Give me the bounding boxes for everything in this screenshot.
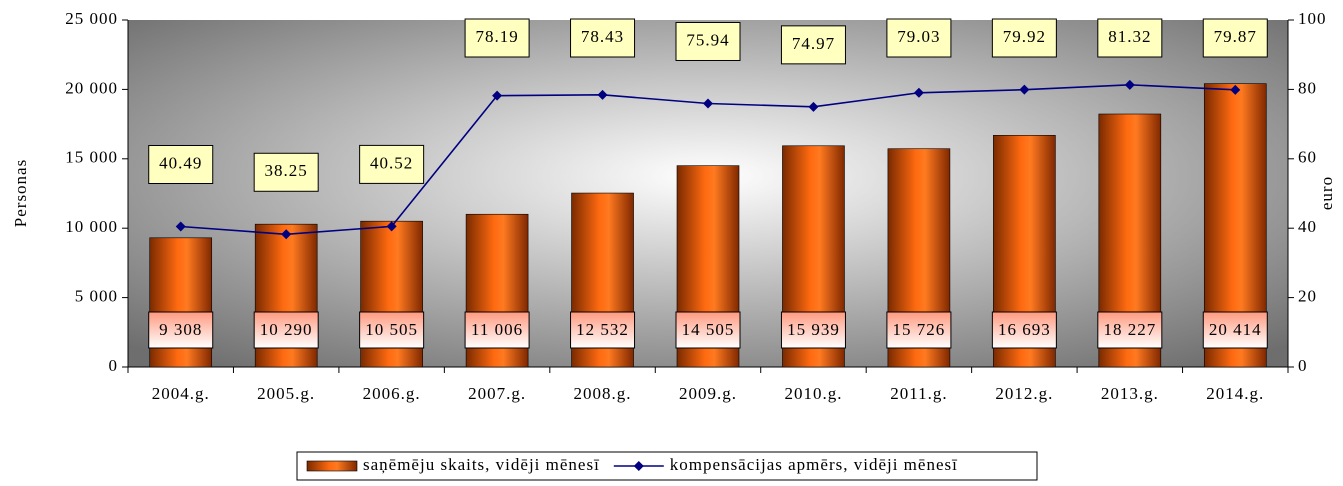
line-marker	[386, 221, 397, 232]
line-marker	[1124, 79, 1135, 90]
line-label: 75.94	[686, 30, 729, 49]
bar-label-box	[570, 311, 636, 349]
line-marker	[913, 87, 924, 98]
bar-label-box	[1202, 311, 1268, 349]
bar-label: 16 693	[998, 320, 1051, 339]
bar-label-box	[464, 311, 530, 349]
x-tick-label: 2014.g.	[1206, 384, 1264, 403]
line-label-box	[1202, 18, 1268, 58]
x-tick-label: 2006.g.	[363, 384, 421, 403]
bar-label: 9 308	[159, 320, 202, 339]
bar-label-box	[148, 311, 214, 349]
line-label-box	[675, 21, 741, 61]
x-tick-label: 2007.g.	[468, 384, 526, 403]
line-label-box	[991, 18, 1057, 58]
y2-tick-label: 20	[1298, 287, 1317, 306]
x-tick-label: 2005.g.	[257, 384, 315, 403]
y2-tick-label: 40	[1298, 217, 1317, 236]
line-label: 81.32	[1108, 27, 1151, 46]
line-label: 38.25	[265, 161, 308, 180]
x-tick-label: 2004.g.	[152, 384, 210, 403]
y-tick-label: 25 000	[65, 9, 118, 28]
y-tick-label: 15 000	[65, 148, 118, 167]
line-label: 40.49	[159, 153, 202, 172]
line-label: 78.43	[581, 27, 624, 46]
line-label-box	[359, 144, 425, 184]
line-label-box	[570, 18, 636, 58]
y-tick-label: 20 000	[65, 78, 118, 97]
line-marker	[1230, 84, 1241, 95]
legend-box	[296, 451, 1038, 481]
bar-label: 10 505	[365, 320, 418, 339]
x-tick-label: 2011.g.	[890, 384, 947, 403]
y2-tick-label: 80	[1298, 78, 1317, 97]
bar-label: 10 290	[260, 320, 313, 339]
line-marker	[597, 89, 608, 100]
bar-label: 18 227	[1103, 320, 1156, 339]
line-label-box	[1097, 18, 1163, 58]
y2-axis-label: euro	[1317, 176, 1336, 210]
bar-label-box	[780, 311, 846, 349]
line-marker	[175, 221, 186, 232]
line-marker	[808, 101, 819, 112]
line-marker	[1019, 84, 1030, 95]
y2-tick-label: 0	[1298, 356, 1308, 375]
bar-label-box	[991, 311, 1057, 349]
line-label: 79.87	[1214, 27, 1257, 46]
bar-label-box	[886, 311, 952, 349]
legend-marker	[633, 461, 644, 471]
bar-label: 15 939	[787, 320, 840, 339]
bar-label: 14 505	[682, 320, 735, 339]
x-tick-label: 2010.g.	[784, 384, 842, 403]
x-tick-label: 2009.g.	[679, 384, 737, 403]
x-tick-label: 2012.g.	[995, 384, 1053, 403]
x-tick-label: 2013.g.	[1101, 384, 1159, 403]
line-label-box	[780, 25, 846, 65]
bar-label-box	[359, 311, 425, 349]
x-tick-label: 2008.g.	[574, 384, 632, 403]
bar-label: 20 414	[1209, 320, 1262, 339]
legend-label: saņēmēju skaits, vidēji mēnesī	[363, 455, 600, 474]
bar-label-box	[253, 311, 319, 349]
bar-label: 11 006	[471, 320, 523, 339]
y2-tick-label: 100	[1298, 9, 1327, 28]
y2-tick-label: 60	[1298, 148, 1317, 167]
legend-label: kompensācijas apmērs, vidēji mēnesī	[670, 455, 958, 474]
line-label: 78.19	[475, 27, 518, 46]
y-tick-label: 5 000	[75, 287, 118, 306]
line-label-box	[148, 144, 214, 184]
line-label-box	[253, 152, 319, 192]
bar-label: 15 726	[893, 320, 946, 339]
line-label: 79.03	[897, 27, 940, 46]
y-axis-label: Personas	[11, 159, 30, 227]
legend-swatch	[306, 460, 358, 472]
line-label: 40.52	[370, 153, 413, 172]
legend: saņēmēju skaits, vidēji mēnesī kompensāci…	[296, 451, 1038, 481]
line-label-box	[464, 18, 530, 58]
bar-label-box	[1097, 311, 1163, 349]
line-label: 74.97	[792, 34, 835, 53]
line-marker	[492, 90, 503, 101]
line-label-box	[886, 18, 952, 58]
y-tick-label: 0	[109, 356, 119, 375]
line-marker	[281, 229, 292, 240]
line-marker	[703, 98, 713, 109]
bar-label: 12 532	[576, 320, 629, 339]
y-tick-label: 10 000	[65, 217, 118, 236]
line-label: 79.92	[1003, 27, 1046, 46]
bar-label-box	[675, 311, 741, 349]
